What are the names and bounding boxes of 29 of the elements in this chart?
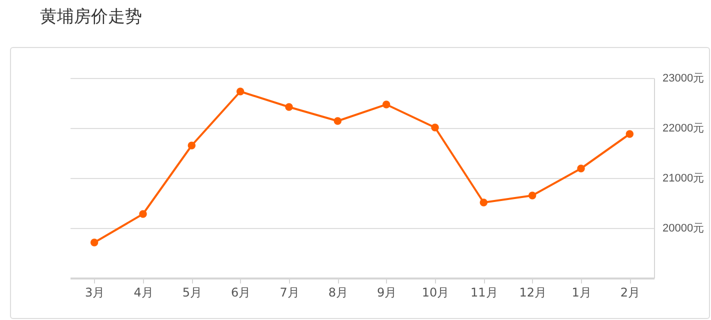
x-tick-label: 10月 — [422, 286, 450, 300]
point — [382, 100, 390, 108]
x-tick-label: 6月 — [231, 286, 251, 300]
x-tick-label: 1月 — [572, 286, 592, 300]
x-tick-label: 9月 — [377, 286, 397, 300]
chart-title: 黄埔房价走势 — [40, 7, 142, 27]
x-tick-label: 4月 — [134, 286, 154, 300]
point — [90, 238, 98, 246]
x-tick-label: 3月 — [85, 286, 105, 300]
y-tick-label: 21000元 — [662, 172, 704, 184]
point — [431, 124, 439, 132]
point — [139, 210, 147, 218]
point — [236, 88, 244, 96]
x-tick-label: 5月 — [182, 286, 202, 300]
x-tick-label: 7月 — [280, 286, 300, 300]
point — [480, 198, 488, 206]
point — [334, 117, 342, 125]
point — [626, 130, 634, 138]
x-tick-label: 12月 — [519, 286, 546, 300]
point — [188, 142, 196, 150]
x-tick-label: 8月 — [328, 286, 348, 300]
x-tick-label: 11月 — [470, 286, 498, 300]
point — [528, 192, 536, 200]
y-tick-label: 22000元 — [662, 122, 704, 134]
y-tick-label: 20000元 — [662, 222, 704, 234]
point — [285, 103, 293, 111]
y-tick-label: 23000元 — [662, 72, 704, 84]
x-tick-label: 2月 — [620, 286, 640, 300]
point — [577, 164, 585, 172]
